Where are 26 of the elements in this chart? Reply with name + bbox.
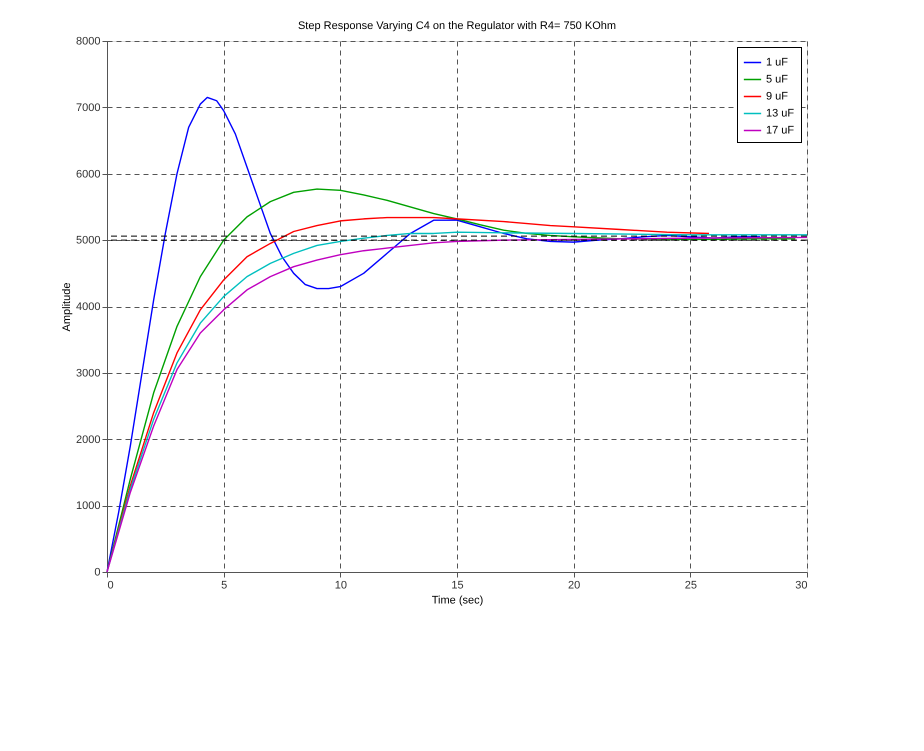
x-tick-label: 10 <box>334 580 347 592</box>
line-series <box>106 216 710 573</box>
y-tick-label: 8000 <box>76 36 100 48</box>
x-tick-label: 20 <box>568 580 580 592</box>
y-tick-label: 4000 <box>76 301 100 313</box>
x-tick-label: 30 <box>795 580 808 592</box>
y-tick-label: 7000 <box>76 102 100 114</box>
y-tick-label: 5000 <box>76 234 100 247</box>
x-axis-title: Time (sec) <box>432 594 484 606</box>
x-tick-label: 5 <box>221 580 228 592</box>
legend-label: 17 uF <box>766 124 794 136</box>
x-tick-label: 25 <box>684 580 697 592</box>
legend-label: 13 uF <box>766 108 794 120</box>
legend-label: 5 uF <box>766 74 788 86</box>
y-axis-title: Amplitude <box>61 282 74 332</box>
legend-label: 9 uF <box>766 90 788 102</box>
y-tick-label: 1000 <box>76 500 100 512</box>
x-tick-label: 15 <box>451 580 464 592</box>
y-tick-label: 6000 <box>76 168 100 180</box>
line-series <box>106 96 762 573</box>
legend-label: 1 uF <box>766 56 788 68</box>
y-tick-label: 2000 <box>76 434 100 446</box>
chart-title: Step Response Varying C4 on the Regulator with R4= 750 KOhm <box>298 20 616 32</box>
x-tick-label: 0 <box>108 580 114 592</box>
y-tick-label: 3000 <box>76 367 100 380</box>
y-tick-label: 0 <box>94 566 100 578</box>
